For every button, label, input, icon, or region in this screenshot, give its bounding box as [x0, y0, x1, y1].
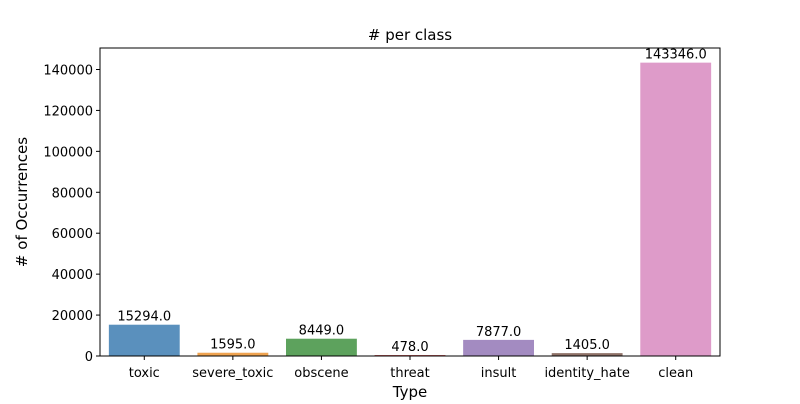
- x-axis: toxic severe_toxic obscene threat insult iden…: [129, 356, 693, 381]
- x-axis-title: Type: [392, 383, 427, 400]
- y-tick-label: 20000: [52, 309, 93, 324]
- bar-insult: [463, 339, 534, 356]
- y-tick-label: 100000: [43, 145, 93, 160]
- chart-title: # per class: [368, 26, 452, 44]
- data-label-severe-toxic: 1595.0: [210, 338, 256, 353]
- data-label-obscene: 8449.0: [299, 324, 345, 339]
- data-label-insult: 7877.0: [476, 325, 522, 340]
- data-label-toxic: 15294.0: [117, 310, 171, 325]
- bar-identity-hate: [551, 353, 623, 356]
- y-tick-label: 80000: [52, 186, 93, 201]
- x-tick-label: severe_toxic: [192, 366, 273, 381]
- y-axis-title: # of Occurrences: [13, 137, 31, 267]
- bar-severe-toxic: [197, 352, 269, 356]
- bar-clean: [640, 62, 712, 356]
- data-labels-layer: 15294.0 1595.0 8449.0 478.0 7877.0 1405.0 1433…: [117, 48, 706, 355]
- bar-toxic: [108, 324, 180, 356]
- bars-layer: [108, 62, 712, 356]
- x-tick-label: clean: [658, 366, 693, 381]
- bar-obscene: [286, 338, 357, 356]
- y-tick-label: 140000: [43, 63, 93, 78]
- x-tick-label: threat: [390, 366, 429, 381]
- y-axis: 0 20000 40000 60000 80000 100000 120000 140000: [43, 63, 100, 365]
- data-label-clean: 143346.0: [645, 48, 707, 63]
- x-tick-label: toxic: [129, 366, 160, 381]
- x-tick-label: identity_hate: [544, 366, 629, 381]
- x-tick-label: obscene: [294, 366, 348, 381]
- data-label-identity-hate: 1405.0: [564, 338, 610, 353]
- y-tick-label: 120000: [43, 104, 93, 119]
- y-tick-label: 0: [85, 350, 93, 365]
- data-label-threat: 478.0: [391, 340, 428, 355]
- y-tick-label: 60000: [52, 227, 93, 242]
- x-tick-label: insult: [481, 366, 517, 381]
- y-tick-label: 40000: [52, 268, 93, 283]
- plot-frame: [99, 47, 721, 357]
